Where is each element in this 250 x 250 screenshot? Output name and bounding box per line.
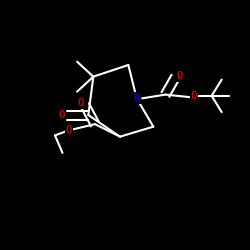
Text: O: O bbox=[66, 126, 72, 136]
Text: N: N bbox=[133, 93, 140, 103]
Text: O: O bbox=[190, 91, 197, 101]
Text: O: O bbox=[78, 98, 84, 108]
Text: O: O bbox=[58, 110, 65, 120]
Text: O: O bbox=[177, 71, 183, 81]
